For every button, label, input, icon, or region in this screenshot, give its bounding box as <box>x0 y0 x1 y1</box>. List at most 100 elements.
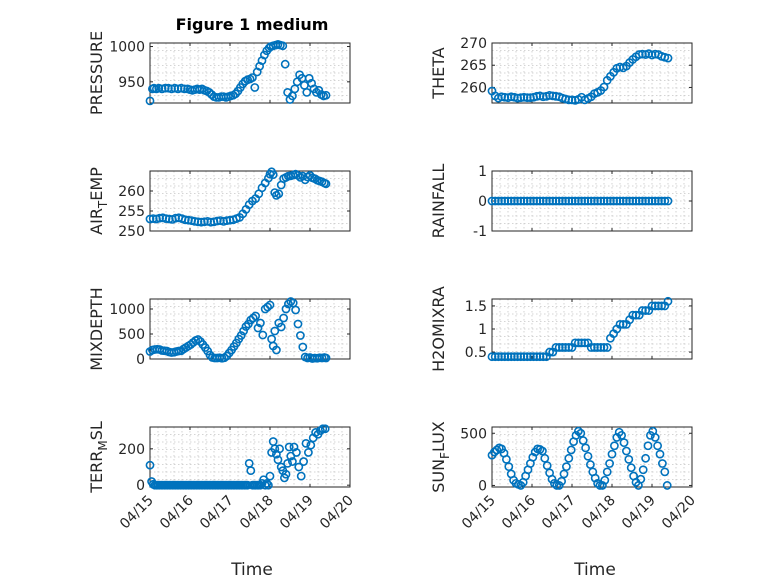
data-point <box>554 343 564 352</box>
y-axis-label: MIXDEPTH <box>87 287 106 370</box>
data-point <box>253 323 263 333</box>
data-point <box>615 319 625 329</box>
data-point <box>574 338 583 348</box>
data-point <box>662 481 672 490</box>
data-point <box>641 306 650 315</box>
series-markers <box>487 49 673 105</box>
data-point <box>295 331 305 340</box>
data-point <box>558 196 567 206</box>
data-point <box>263 302 272 312</box>
data-point <box>548 196 558 206</box>
data-point <box>294 462 304 472</box>
data-point <box>504 462 514 472</box>
data-point <box>641 196 650 206</box>
data-point <box>581 443 590 453</box>
data-point <box>248 313 258 323</box>
data-point <box>321 179 331 189</box>
axes-box <box>491 426 693 488</box>
data-point <box>291 448 301 457</box>
y-tick-label: 1000 <box>109 40 145 56</box>
data-point <box>590 196 599 206</box>
y-tick-label: 0 <box>478 194 487 210</box>
data-point <box>626 463 636 473</box>
data-point <box>321 353 331 363</box>
series-markers <box>487 196 673 206</box>
data-point <box>576 428 586 438</box>
data-point <box>298 342 308 352</box>
data-point <box>538 352 548 362</box>
data-point <box>193 335 203 344</box>
data-point <box>281 304 291 314</box>
series-markers <box>487 296 673 362</box>
data-point <box>265 471 275 481</box>
data-point <box>270 444 280 454</box>
y-tick-label: 255 <box>118 204 145 220</box>
data-point <box>501 454 511 464</box>
data-point <box>593 478 602 488</box>
data-point <box>609 196 618 206</box>
data-point <box>650 301 660 311</box>
data-point <box>538 446 547 456</box>
y-tick-label: 500 <box>118 327 145 343</box>
data-point <box>561 343 570 352</box>
data-point <box>577 338 586 348</box>
data-point <box>580 338 590 348</box>
data-point <box>274 189 284 199</box>
y-tick-label: 0 <box>478 478 487 494</box>
data-point <box>653 441 662 451</box>
subplot-5: 0.5 1 1.5 H2OMIXRA <box>429 286 693 372</box>
data-point <box>271 345 281 355</box>
data-point <box>590 343 599 352</box>
data-point <box>284 442 294 452</box>
data-point <box>643 441 653 451</box>
data-point <box>145 460 155 470</box>
y-tick-label: 1 <box>478 322 487 338</box>
data-point <box>600 475 610 485</box>
data-point <box>276 322 286 332</box>
data-point <box>567 196 577 206</box>
data-point <box>255 318 265 328</box>
data-point <box>612 433 622 442</box>
data-point <box>179 84 189 94</box>
data-point <box>599 196 609 206</box>
data-point <box>641 453 650 463</box>
data-point <box>605 459 614 468</box>
data-point <box>492 445 502 455</box>
data-point <box>574 196 583 206</box>
y-tick-label: 500 <box>460 426 487 442</box>
y-tick-label: 0 <box>136 352 145 368</box>
data-point <box>658 459 667 468</box>
data-point <box>602 343 612 352</box>
data-point <box>561 196 570 206</box>
data-point <box>618 196 628 206</box>
data-point <box>590 473 600 483</box>
data-point <box>273 455 283 465</box>
data-point <box>487 352 497 362</box>
data-point <box>278 41 288 51</box>
data-point <box>239 326 248 336</box>
data-point <box>529 196 538 206</box>
data-point <box>564 453 574 463</box>
data-point <box>596 196 606 206</box>
data-point <box>528 452 538 462</box>
data-point <box>304 73 314 83</box>
y-axis-label: TERRMSL <box>87 421 110 494</box>
data-point <box>650 196 660 206</box>
data-point <box>320 424 330 434</box>
subplot-1: 260 265 270 THETA <box>429 36 693 105</box>
data-point <box>610 441 619 451</box>
data-point <box>638 196 647 206</box>
data-point <box>574 426 583 436</box>
data-point <box>145 96 155 106</box>
data-point <box>577 196 586 206</box>
data-point <box>513 196 522 206</box>
y-tick-label: -1 <box>473 224 487 240</box>
y-tick-label: 0 <box>136 478 145 494</box>
y-tick-label: 265 <box>460 58 487 74</box>
data-point <box>506 352 516 362</box>
data-point <box>596 343 606 352</box>
data-point <box>542 196 551 206</box>
axes-box <box>149 42 351 104</box>
data-point <box>519 352 529 362</box>
data-point <box>660 467 670 477</box>
